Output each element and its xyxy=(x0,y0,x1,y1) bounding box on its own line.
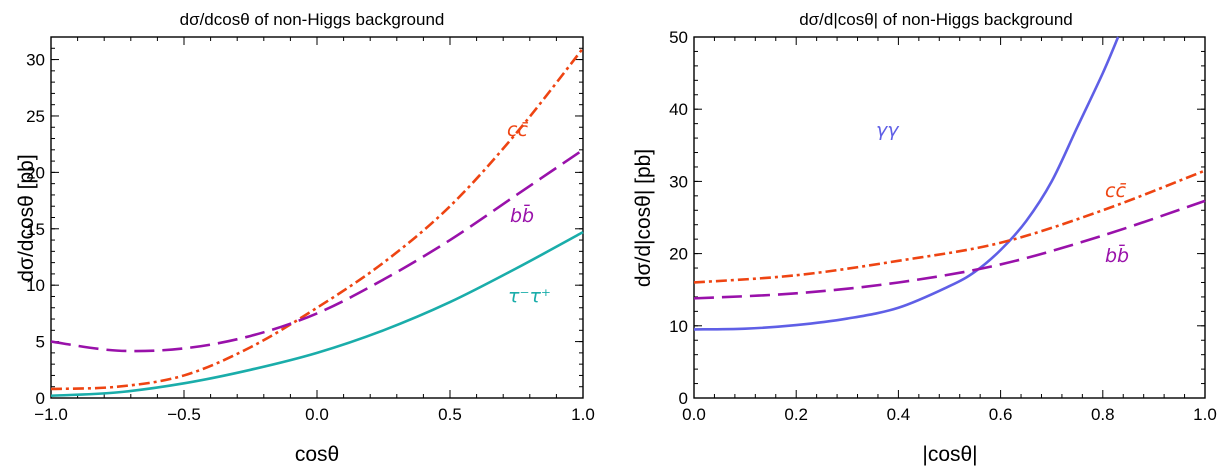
chart-right-title: dσ/d|cosθ| of non-Higgs background xyxy=(799,10,1073,29)
chart-right: dσ/d|cosθ| of non-Higgs background 0.0 0.… xyxy=(632,10,1217,466)
chart-left-ticks: −1.0 −0.5 0.0 0.5 1.0 0 5 10 15 20 25 30 xyxy=(26,36,595,424)
x-tick-label: 1.0 xyxy=(1193,405,1217,424)
y-tick-label: 40 xyxy=(669,100,688,119)
y-tick-label: 20 xyxy=(26,163,45,182)
x-tick-label: 0.8 xyxy=(1091,405,1115,424)
y-tick-label: 50 xyxy=(669,28,688,47)
chart-right-label-bb: bb̄ xyxy=(1105,243,1129,267)
chart-right-plot-frame xyxy=(693,36,1206,399)
x-tick-label: 0.6 xyxy=(989,405,1013,424)
x-tick-label: 0.5 xyxy=(438,405,462,424)
chart-left-label-bb: bb̄ xyxy=(510,203,534,227)
x-tick-label: 1.0 xyxy=(571,405,595,424)
x-tick-label: 0.4 xyxy=(887,405,911,424)
chart-left: dσ/dcosθ of non-Higgs background −1.0 −0.… xyxy=(15,10,595,466)
chart-left-label-cc: cc̄ xyxy=(507,119,528,141)
y-tick-label: 0 xyxy=(36,389,45,408)
y-tick-label: 5 xyxy=(36,333,45,352)
y-tick-label: 30 xyxy=(26,51,45,70)
chart-right-ticks: 0.0 0.2 0.4 0.6 0.8 1.0 0 10 20 30 40 50 xyxy=(669,28,1217,424)
chart-left-title: dσ/dcosθ of non-Higgs background xyxy=(180,10,445,29)
x-tick-label: −1.0 xyxy=(34,405,68,424)
chart-left-series-line-0 xyxy=(50,47,585,391)
x-tick-label: 0.0 xyxy=(305,405,329,424)
chart-right-series-line-0 xyxy=(693,36,1120,331)
x-tick-label: 0.0 xyxy=(682,405,706,424)
y-tick-label: 0 xyxy=(679,389,688,408)
y-tick-label: 25 xyxy=(26,107,45,126)
chart-right-y-axis-label: dσ/d|cosθ| [pb] xyxy=(632,149,655,287)
chart-right-series-line-1 xyxy=(693,169,1206,284)
x-tick-label: 0.2 xyxy=(784,405,808,424)
y-tick-label: 20 xyxy=(669,245,688,264)
chart-left-series-line-1 xyxy=(50,148,584,353)
chart-left-series xyxy=(50,47,585,398)
chart-right-series xyxy=(693,36,1206,331)
chart-right-series-line-2 xyxy=(693,199,1206,300)
x-tick-label: −0.5 xyxy=(167,405,201,424)
chart-left-series-line-2 xyxy=(50,231,584,398)
y-tick-label: 30 xyxy=(669,172,688,191)
chart-left-y-axis-label: dσ/dcosθ [pb] xyxy=(15,154,38,281)
chart-left-x-axis-label: cosθ xyxy=(295,443,339,466)
chart-right-x-axis-label: |cosθ| xyxy=(922,443,977,466)
chart-left-label-tautau: τ⁻τ⁺ xyxy=(508,285,551,307)
chart-left-plot-frame xyxy=(50,36,584,399)
chart-right-label-cc: cc̄ xyxy=(1105,180,1126,202)
y-tick-label: 10 xyxy=(26,276,45,295)
y-tick-label: 10 xyxy=(669,317,688,336)
y-tick-label: 15 xyxy=(26,220,45,239)
chart-right-label-gammagamma: γγ xyxy=(876,119,900,141)
